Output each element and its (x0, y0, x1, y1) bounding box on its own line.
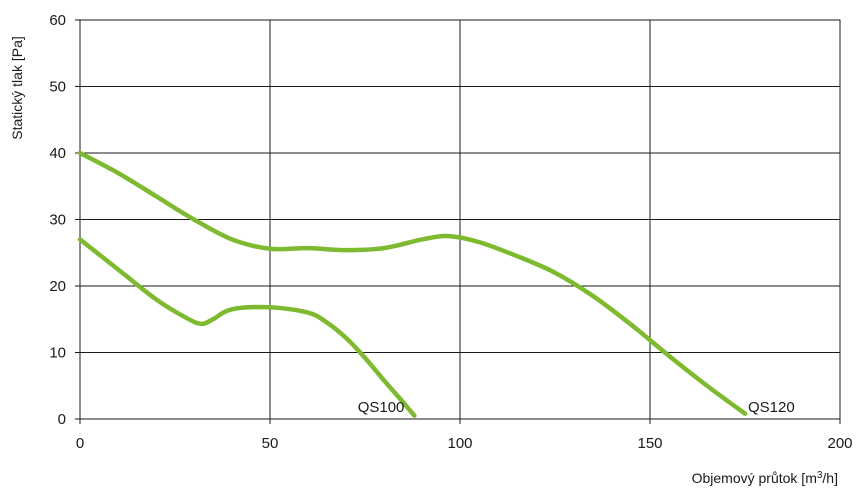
series-curves (77, 150, 748, 418)
y-tick-label: 0 (58, 411, 66, 428)
series-line-qs100 (77, 237, 417, 418)
series-line-qs120 (77, 150, 748, 416)
series-label-qs100: QS100 (358, 399, 405, 416)
x-axis-label: Objemový průtok [m3/h] (692, 470, 838, 486)
x-tick-labels: 0 50 100 150 200 (76, 419, 853, 452)
x-tick-label: 100 (447, 435, 472, 452)
x-tick-label: 0 (76, 435, 84, 452)
series-labels: QS120 QS100 (358, 399, 795, 416)
x-tick-label: 150 (637, 435, 662, 452)
y-axis-label: Statický tlak [Pa] (9, 36, 25, 139)
y-tick-label: 20 (49, 278, 66, 295)
x-axis-label-superscript: 3 (817, 470, 823, 481)
x-tick-label: 200 (827, 435, 852, 452)
x-axis-label-tail: /h] (822, 470, 838, 486)
y-tick-label: 10 (49, 345, 66, 362)
y-tick-label: 50 (49, 79, 66, 96)
y-tick-label: 30 (49, 212, 66, 229)
x-tick-label: 50 (262, 435, 279, 452)
series-label-qs120: QS120 (748, 399, 795, 416)
x-axis-label-main: Objemový průtok [m (692, 470, 817, 486)
y-tick-label: 60 (49, 12, 66, 29)
y-tick-labels: 0 10 20 30 40 50 60 (49, 12, 80, 428)
y-tick-label: 40 (49, 145, 66, 162)
